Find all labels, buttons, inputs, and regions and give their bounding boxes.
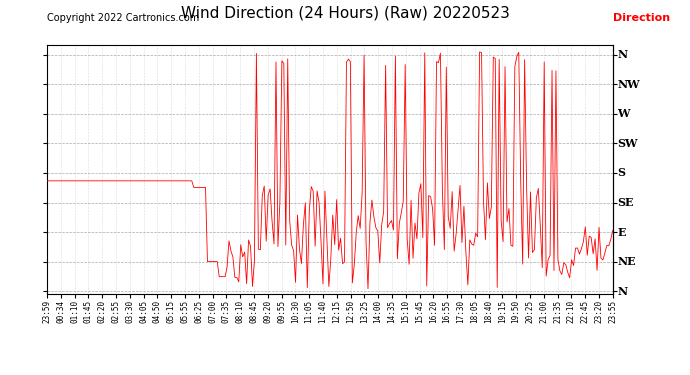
Text: NW: NW — [618, 79, 640, 90]
Text: SW: SW — [618, 138, 638, 149]
Text: Direction: Direction — [613, 13, 670, 23]
Text: Wind Direction (24 Hours) (Raw) 20220523: Wind Direction (24 Hours) (Raw) 20220523 — [181, 6, 509, 21]
Text: N: N — [618, 286, 628, 297]
Text: N: N — [618, 50, 628, 60]
Text: Copyright 2022 Cartronics.com: Copyright 2022 Cartronics.com — [47, 13, 199, 23]
Text: NE: NE — [618, 256, 636, 267]
Text: SE: SE — [618, 197, 634, 208]
Text: S: S — [618, 168, 626, 178]
Text: W: W — [618, 108, 630, 119]
Text: E: E — [618, 226, 626, 237]
